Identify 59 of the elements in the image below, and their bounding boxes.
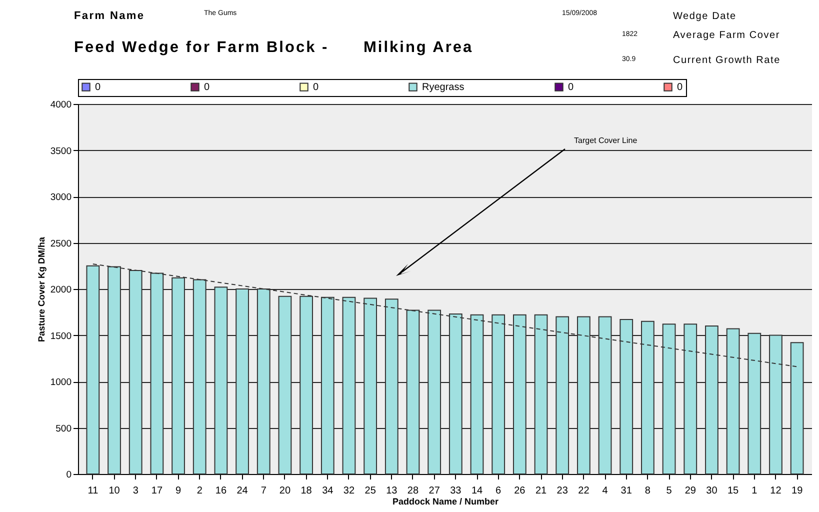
x-tick-label: 25 — [364, 486, 376, 496]
text: Average Farm Cover — [673, 30, 780, 41]
legend-label: 0 — [313, 82, 319, 94]
x-tick-label: 8 — [644, 486, 651, 496]
y-tick-label: 4000 — [50, 100, 72, 110]
legend-label: 0 — [677, 82, 683, 94]
x-tick-label: 33 — [450, 486, 462, 496]
x-tick-label: 15 — [727, 486, 740, 496]
x-tick-label: 28 — [407, 486, 419, 496]
x-tick-label: 34 — [322, 486, 334, 496]
x-tick-label: 4 — [602, 486, 608, 496]
bar — [214, 286, 228, 474]
x-tick-label: 10 — [108, 486, 120, 496]
text: Wedge Date — [673, 11, 736, 22]
x-tick-label: 16 — [215, 486, 227, 496]
legend-label: 0 — [95, 82, 101, 94]
x-tick-label: 27 — [428, 486, 440, 496]
x-tick-label: 22 — [578, 486, 590, 496]
x-tick-label: 18 — [300, 486, 312, 496]
annotation: Target Cover Line — [574, 136, 638, 145]
x-tick-label: 5 — [666, 486, 672, 496]
x-tick-label: 7 — [260, 486, 267, 496]
x-tick-label: 23 — [556, 486, 568, 496]
text: Farm Name — [74, 10, 145, 22]
x-tick-label: 2 — [196, 486, 203, 496]
legend-label: 0 — [568, 82, 574, 94]
x-tick-label: 11 — [88, 486, 99, 496]
x-tick-label: 3 — [132, 486, 139, 496]
y-tick-label: 2500 — [50, 238, 72, 250]
x-axis-title: Paddock Name / Number — [392, 496, 500, 506]
y-tick-label: 3500 — [50, 146, 72, 157]
x-tick-label: 30 — [706, 486, 718, 496]
x-tick-label: 21 — [535, 486, 548, 496]
text: Current Growth Rate — [673, 55, 780, 66]
y-tick-label: 1000 — [50, 377, 72, 388]
legend-label: Ryegrass — [422, 82, 464, 94]
x-tick-label: 14 — [471, 486, 484, 496]
y-axis-title: Pasture Cover Kg DM/ha — [36, 236, 46, 342]
legend-label: 0 — [204, 82, 210, 94]
x-tick-label: 24 — [236, 486, 248, 496]
y-tick-label: 500 — [56, 423, 72, 434]
y-tick-label: 1500 — [50, 330, 72, 342]
chart-title: Feed Wedge for Farm Block - Milking Area — [74, 39, 474, 57]
x-tick-label: 20 — [279, 486, 291, 496]
x-tick-label: 9 — [176, 486, 182, 496]
x-tick-label: 19 — [792, 486, 804, 496]
x-tick-label: 12 — [770, 486, 782, 496]
x-tick-label: 6 — [496, 486, 502, 496]
x-tick-label: 32 — [343, 486, 355, 496]
x-tick-label: 13 — [386, 486, 398, 496]
x-tick-label: 26 — [514, 486, 526, 496]
x-tick-label: 1 — [752, 486, 758, 496]
x-tick-label: 17 — [151, 486, 163, 496]
y-tick-label: 2000 — [50, 284, 72, 296]
bar — [278, 296, 292, 474]
y-tick-label: 0 — [66, 470, 72, 480]
y-tick-label: 3000 — [50, 192, 72, 203]
x-tick-label: 31 — [620, 486, 632, 496]
x-tick-label: 29 — [684, 486, 696, 496]
